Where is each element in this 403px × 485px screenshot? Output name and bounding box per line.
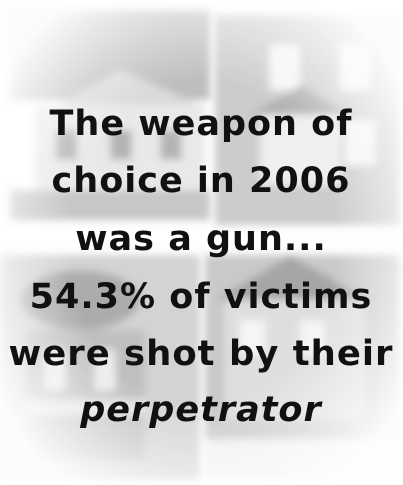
text-line: were shot by their [9, 334, 394, 374]
text-line: choice in 2006 [52, 161, 351, 201]
text-line: The weapon of [50, 104, 353, 144]
poster: The weapon of choice in 2006 was a gun..… [0, 0, 403, 485]
text-line: was a gun... [75, 219, 327, 259]
text-line: 54.3% of victims [30, 277, 373, 317]
text-line: perpetrator [79, 390, 323, 430]
